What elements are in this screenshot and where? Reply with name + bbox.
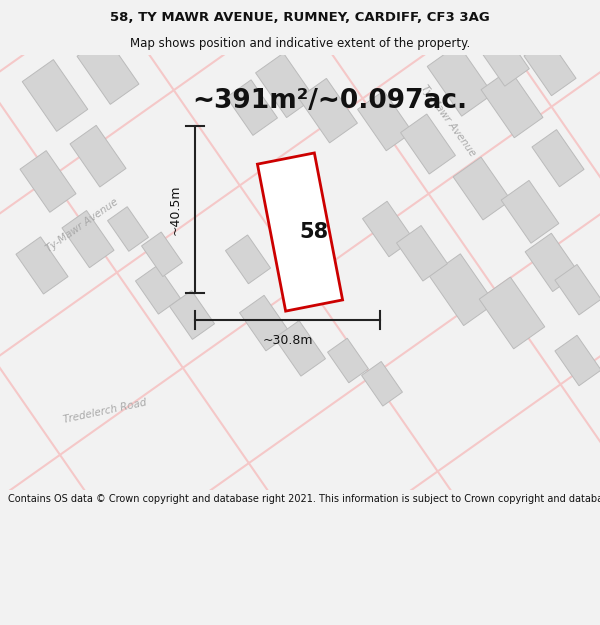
Polygon shape <box>107 207 148 251</box>
Polygon shape <box>532 129 584 187</box>
Polygon shape <box>257 153 343 311</box>
Polygon shape <box>429 254 495 326</box>
Polygon shape <box>136 265 181 314</box>
Polygon shape <box>328 338 368 382</box>
Polygon shape <box>397 226 448 281</box>
Text: Tredelerch Road: Tredelerch Road <box>62 398 148 425</box>
Polygon shape <box>453 157 511 220</box>
Text: Contains OS data © Crown copyright and database right 2021. This information is : Contains OS data © Crown copyright and d… <box>8 494 600 504</box>
Polygon shape <box>525 233 579 291</box>
Text: 58, TY MAWR AVENUE, RUMNEY, CARDIFF, CF3 3AG: 58, TY MAWR AVENUE, RUMNEY, CARDIFF, CF3… <box>110 11 490 24</box>
Polygon shape <box>427 44 493 116</box>
Polygon shape <box>256 53 314 118</box>
Text: Map shows position and indicative extent of the property.: Map shows position and indicative extent… <box>130 36 470 49</box>
Polygon shape <box>555 264 600 315</box>
Polygon shape <box>226 235 271 284</box>
Polygon shape <box>481 34 529 86</box>
Polygon shape <box>524 39 576 96</box>
Text: Ty-Mawr Avenue: Ty-Mawr Avenue <box>419 83 477 158</box>
Polygon shape <box>275 321 325 376</box>
Polygon shape <box>227 80 277 136</box>
Polygon shape <box>358 91 412 151</box>
Polygon shape <box>16 237 68 294</box>
Text: Ty-Mawr Avenue: Ty-Mawr Avenue <box>44 196 120 254</box>
Polygon shape <box>479 277 545 349</box>
Text: ~391m²/~0.097ac.: ~391m²/~0.097ac. <box>193 88 467 114</box>
Polygon shape <box>401 114 455 174</box>
Polygon shape <box>501 181 559 243</box>
Text: ~40.5m: ~40.5m <box>169 184 182 234</box>
Text: 58: 58 <box>299 222 329 242</box>
Polygon shape <box>169 291 215 339</box>
Polygon shape <box>22 59 88 131</box>
Polygon shape <box>299 78 358 143</box>
Polygon shape <box>142 232 182 277</box>
Polygon shape <box>239 296 290 351</box>
Text: ~30.8m: ~30.8m <box>262 334 313 347</box>
Polygon shape <box>362 201 413 257</box>
Polygon shape <box>77 36 139 104</box>
Polygon shape <box>555 335 600 386</box>
Polygon shape <box>20 151 76 213</box>
Polygon shape <box>362 361 403 406</box>
Polygon shape <box>70 126 126 187</box>
Polygon shape <box>62 211 114 268</box>
Polygon shape <box>481 69 543 138</box>
